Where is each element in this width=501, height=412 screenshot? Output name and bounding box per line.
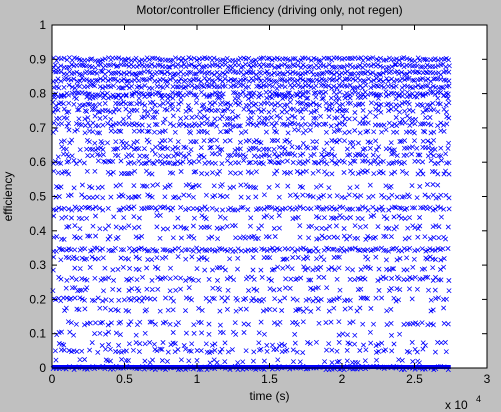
axis-ticks: 0 0.5 1 1.5 2 2.5 3 0 0.1 0.2 0.3 0.4 0.5 0.6 0.7 0.8 0.… xyxy=(29,18,490,386)
x-axis-label: time (s) xyxy=(250,389,290,403)
y-tick-label: 0.6 xyxy=(29,155,46,169)
y-tick-label: 0.8 xyxy=(29,87,46,101)
y-tick-label: 0.1 xyxy=(29,327,46,341)
x-tick-label: 1.5 xyxy=(261,372,278,386)
x-tick-label: 2.5 xyxy=(406,372,423,386)
chart-title: Motor/controller Efficiency (driving onl… xyxy=(136,3,402,17)
x-tick-label: 3 xyxy=(484,372,491,386)
x-axis-exponent-power: 4 xyxy=(476,394,481,404)
y-tick-label: 0.5 xyxy=(29,190,46,204)
x-axis-exponent: x 10 xyxy=(445,398,468,412)
x-tick-label: 0.5 xyxy=(116,372,133,386)
y-tick-label: 0.4 xyxy=(29,224,46,238)
y-tick-label: 0.2 xyxy=(29,292,46,306)
y-tick-label: 0.7 xyxy=(29,121,46,135)
y-tick-label: 1 xyxy=(39,18,46,32)
y-tick-label: 0.9 xyxy=(29,52,46,66)
y-tick-label: 0.3 xyxy=(29,258,46,272)
x-tick-label: 2 xyxy=(339,372,346,386)
y-axis-label: efficiency xyxy=(1,172,15,222)
x-tick-label: 0 xyxy=(49,372,56,386)
x-tick-label: 1 xyxy=(194,372,201,386)
y-tick-label: 0 xyxy=(39,361,46,375)
